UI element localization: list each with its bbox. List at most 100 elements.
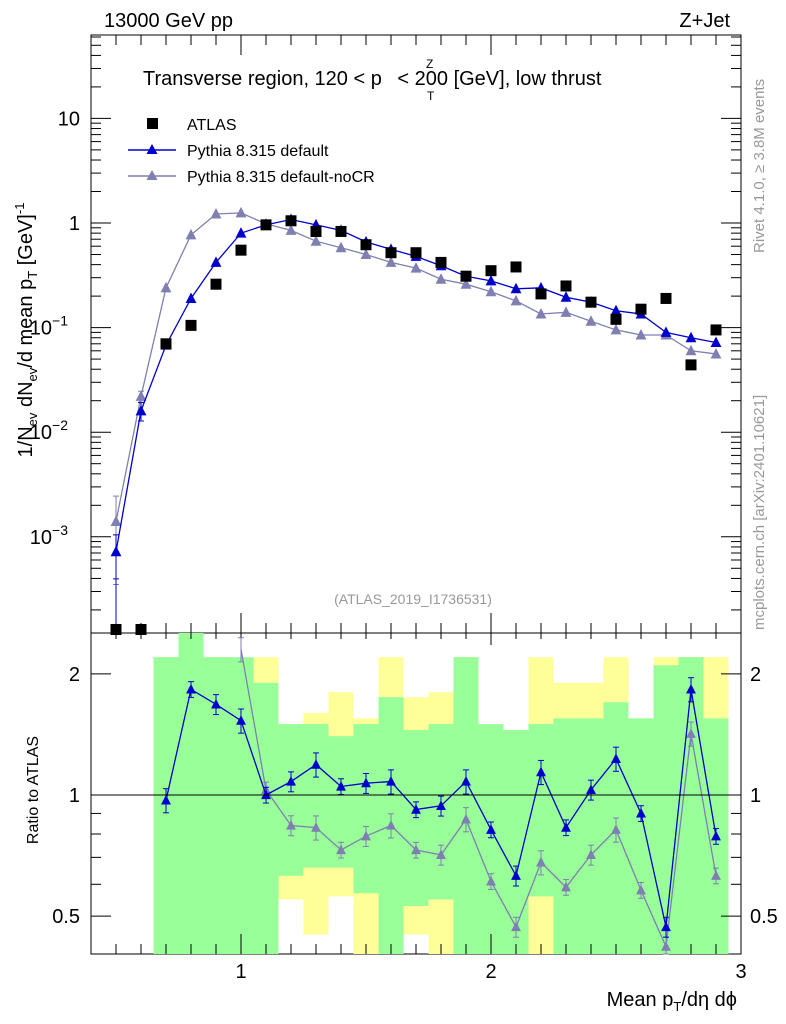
nocr-ratio-point (461, 813, 471, 824)
nocr-ratio-point (511, 921, 521, 932)
ratio-band-inner (303, 724, 329, 868)
default-ratio-point (586, 784, 596, 794)
nocr-ratio-point (386, 819, 396, 830)
atlas-point (135, 623, 147, 635)
ratio-band-inner (628, 718, 654, 954)
side-label-rivet: Rivet 4.1.0, ≥ 3.8M events (751, 79, 768, 253)
default-point (110, 545, 122, 557)
atlas-point (310, 225, 322, 237)
atlas-point (385, 247, 397, 259)
plot-title: Transverse region, 120 < p < 200 [GeV], … (143, 68, 602, 90)
atlas-point (685, 359, 697, 371)
default-ratio-point (161, 794, 171, 805)
default-ratio-point (486, 824, 496, 834)
default-point (510, 282, 522, 294)
nocr-ratio-point (411, 844, 421, 855)
nocr-ratio-point (436, 849, 446, 859)
nocr-point (110, 515, 122, 527)
atlas-point (585, 296, 597, 308)
nocr-ratio-point (636, 884, 646, 895)
nocr-ratio-point (711, 870, 721, 880)
atlas-point (160, 338, 172, 350)
default-point (660, 326, 672, 337)
nocr-ratio-point (661, 941, 671, 951)
side-label-mcplots: mcplots.cern.ch [arXiv:2401.10621] (751, 395, 768, 630)
atlas-point (235, 244, 247, 256)
nocr-point (310, 235, 322, 246)
analysis-id: (ATLAS_2019_I1736531) (334, 591, 492, 607)
default-point (210, 256, 222, 267)
plot-title-sup: Z (426, 57, 433, 71)
nocr-ratio-point (586, 849, 596, 859)
nocr-ratio-point (686, 728, 696, 738)
nocr-point (360, 248, 372, 259)
ratio-band-inner (553, 718, 579, 954)
ratio-y-tick-label-right: 0.5 (750, 906, 778, 928)
plot-title-main: Transverse region, 120 < p (143, 68, 382, 90)
atlas-point (210, 278, 222, 290)
ratio-y-tick-label-left: 0.5 (52, 906, 80, 928)
atlas-point (460, 270, 472, 282)
nocr-point (485, 285, 497, 297)
plot-title-rest: < 200 [GeV], low thrust (392, 68, 602, 90)
nocr-point (610, 323, 622, 335)
atlas-point (410, 247, 422, 259)
nocr-point (285, 224, 297, 235)
ratio-y-tick-label-left: 2 (69, 664, 80, 686)
default-point (185, 292, 197, 303)
legend-label-nocr: Pythia 8.315 default-noCR (187, 169, 375, 186)
default-ratio-point (461, 776, 471, 786)
ratio-bands (153, 633, 729, 954)
nocr-ratio-point (611, 824, 621, 834)
default-ratio-point (711, 830, 721, 841)
ratio-band-inner (653, 665, 679, 954)
nocr-point (535, 307, 547, 319)
ratio-band-inner (578, 718, 604, 954)
default-point (710, 336, 722, 348)
default-ratio-point (436, 800, 446, 810)
ratio-y-tick-label-right: 1 (750, 785, 761, 807)
nocr-point (160, 281, 172, 293)
default-ratio-point (186, 683, 196, 694)
default-ratio-point (361, 777, 371, 788)
main-series (110, 206, 722, 635)
nocr-point (710, 347, 722, 359)
plot-title-sub: T (427, 89, 435, 103)
atlas-point (110, 623, 122, 635)
ratio-band-inner (278, 724, 304, 876)
legend-label-atlas: ATLAS (187, 117, 237, 134)
atlas-point (285, 215, 297, 227)
default-ratio-point (236, 715, 246, 725)
atlas-point (510, 261, 522, 273)
default-point (560, 291, 572, 302)
default-ratio-point (561, 822, 571, 832)
nocr-ratio-point (336, 844, 346, 855)
default-ratio-point (386, 776, 396, 786)
ratio-band-inner (228, 657, 254, 954)
legend-label-default: Pythia 8.315 default (187, 143, 329, 160)
default-ratio-point (611, 753, 621, 763)
default-ratio-point (661, 921, 671, 932)
ratio-band-inner (178, 633, 204, 954)
nocr-point (460, 278, 472, 289)
default-ratio-point (636, 807, 646, 818)
nocr-point (685, 344, 697, 356)
legend-marker-nocr (146, 170, 158, 180)
nocr-point (585, 315, 597, 326)
default-point (135, 404, 147, 416)
x-tick-label: 3 (735, 961, 746, 983)
atlas-point (710, 324, 722, 336)
default-point (685, 331, 697, 343)
default-ratio-point (536, 766, 546, 777)
atlas-point (610, 313, 622, 325)
y-tick-label: 10 (58, 108, 80, 130)
nocr-point (335, 241, 347, 253)
ratio-band-inner (253, 682, 279, 954)
nocr-point (385, 256, 397, 267)
ratio-series (161, 637, 721, 955)
nocr-ratio-point (561, 881, 571, 892)
legend-marker-atlas (147, 118, 158, 129)
atlas-point (535, 288, 547, 300)
